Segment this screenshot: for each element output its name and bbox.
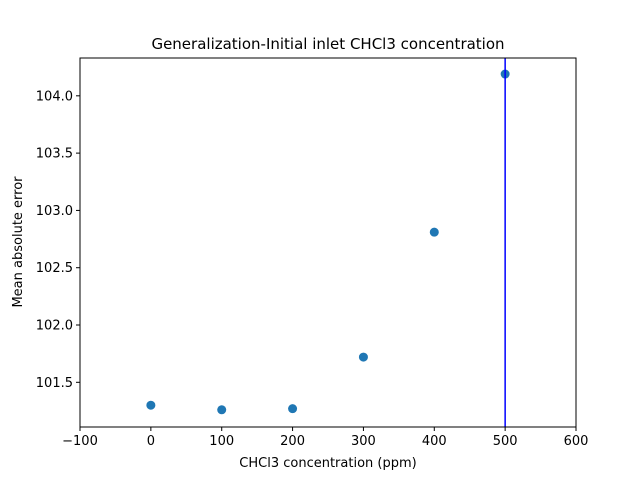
data-point (217, 405, 227, 415)
x-tick-label: 600 (564, 434, 589, 449)
x-tick-label: 0 (147, 434, 155, 449)
y-tick-label: 104.0 (36, 89, 73, 104)
y-tick-label: 103.0 (36, 204, 73, 219)
x-tick-label: 500 (493, 434, 518, 449)
x-tick-label: −100 (62, 434, 98, 449)
axes-frame (79, 57, 577, 428)
x-tick-label: 100 (209, 434, 234, 449)
data-point (358, 352, 368, 362)
y-axis-label: Mean absolute error (11, 176, 26, 308)
x-tick-label: 400 (422, 434, 447, 449)
y-tick-label: 102.0 (36, 319, 73, 334)
x-tick-label: 300 (351, 434, 376, 449)
x-axis-label: CHCl3 concentration (ppm) (239, 456, 416, 471)
x-tick-label: 200 (280, 434, 305, 449)
chart-title: Generalization-Initial inlet CHCl3 conce… (151, 35, 504, 53)
data-point (146, 400, 156, 410)
y-tick-label: 103.5 (36, 147, 73, 162)
y-tick-label: 101.5 (36, 376, 73, 391)
y-tick-label: 102.5 (36, 261, 73, 276)
x-axis: −100 0 100 200 300 400 500 600 (62, 427, 588, 449)
data-point (288, 404, 298, 414)
plot-area (146, 58, 510, 427)
y-axis: 101.5 102.0 102.5 103.0 103.5 104.0 (36, 89, 80, 391)
data-point (429, 227, 439, 237)
